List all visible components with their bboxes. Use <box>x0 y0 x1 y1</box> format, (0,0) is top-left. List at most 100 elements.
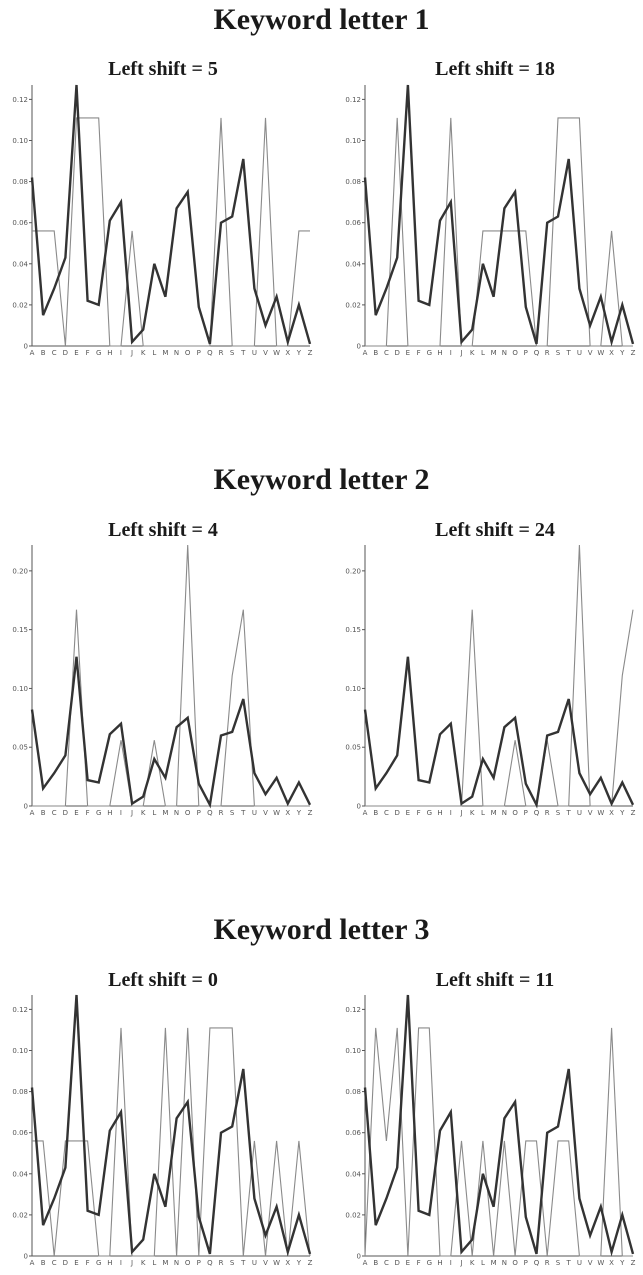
x-tick-label: O <box>512 349 518 357</box>
series-english-frequency-line <box>30 994 312 1257</box>
x-tick-label: C <box>384 1259 389 1267</box>
y-tick-label: 0 <box>24 343 28 351</box>
x-tick-label: R <box>219 349 224 357</box>
x-tick-label: M <box>491 809 497 817</box>
group-title-3: Keyword letter 3 <box>213 913 430 946</box>
x-tick-label: Q <box>534 1259 540 1267</box>
x-tick-label: Z <box>631 1259 636 1267</box>
x-tick-label: V <box>588 809 593 817</box>
x-tick-label: Y <box>619 1259 625 1267</box>
x-tick-label: P <box>524 809 528 817</box>
x-tick-label: E <box>74 1259 78 1267</box>
x-tick-label: K <box>141 1259 146 1267</box>
x-tick-label: G <box>96 349 101 357</box>
chart-1-1: 0 0.02 0.04 0.06 0.08 0.10 0.12 A B C D E F G H I J K L M N O… <box>12 84 313 357</box>
x-tick-label: M <box>162 809 168 817</box>
x-tick-label: A <box>30 1259 35 1267</box>
x-tick-label: G <box>427 1259 432 1267</box>
y-tick-label: 0.08 <box>345 1088 361 1096</box>
x-tick-label: H <box>437 1259 442 1267</box>
x-tick-label: U <box>577 809 582 817</box>
x-tick-label: W <box>597 1259 604 1267</box>
x-tick-label: T <box>566 809 572 817</box>
x-tick-label: G <box>96 1259 101 1267</box>
y-tick-label: 0.10 <box>12 137 28 145</box>
x-tick-label: L <box>152 1259 156 1267</box>
x-tick-label: V <box>263 1259 268 1267</box>
x-tick-label: S <box>230 1259 235 1267</box>
x-tick-label: C <box>52 1259 57 1267</box>
x-tick-label: B <box>41 809 46 817</box>
x-tick-label: T <box>240 809 246 817</box>
y-tick-label: 0.10 <box>12 1047 28 1055</box>
x-tick-label: C <box>52 809 57 817</box>
y-tick-label: 0.12 <box>345 96 361 104</box>
x-tick-label: L <box>481 809 485 817</box>
x-tick-label: Q <box>207 809 213 817</box>
y-tick-label: 0.02 <box>12 1211 28 1219</box>
x-tick-label: T <box>566 1259 572 1267</box>
x-tick-label: S <box>556 809 561 817</box>
y-tick-label: 0.10 <box>345 685 361 693</box>
x-tick-label: I <box>450 349 452 357</box>
x-tick-label: L <box>481 349 485 357</box>
x-tick-label: N <box>502 809 507 817</box>
y-tick-label: 0.10 <box>12 685 28 693</box>
series-english-frequency-line <box>363 84 635 347</box>
x-tick-label: I <box>120 1259 122 1267</box>
x-tick-label: E <box>406 809 410 817</box>
x-tick-label: X <box>609 1259 614 1267</box>
x-tick-label: K <box>470 1259 475 1267</box>
series-english-frequency-line <box>30 84 312 347</box>
x-tick-label: I <box>120 809 122 817</box>
x-tick-label: U <box>252 349 257 357</box>
x-tick-label: I <box>450 1259 452 1267</box>
x-tick-label: T <box>240 1259 246 1267</box>
y-tick-label: 0.06 <box>12 219 28 227</box>
x-tick-label: G <box>96 809 101 817</box>
series-english-frequency-line <box>30 656 312 809</box>
x-tick-label: T <box>240 349 246 357</box>
x-tick-label: Y <box>296 1259 302 1267</box>
y-tick-label: 0 <box>357 1253 361 1261</box>
x-tick-label: U <box>252 809 257 817</box>
group-title-2: Keyword letter 2 <box>213 463 430 496</box>
x-tick-label: R <box>545 1259 550 1267</box>
x-tick-label: W <box>597 349 604 357</box>
x-tick-label: R <box>545 349 550 357</box>
x-tick-label: A <box>30 349 35 357</box>
y-tick-label: 0.12 <box>345 1006 361 1014</box>
x-tick-label: N <box>174 1259 179 1267</box>
x-tick-label: K <box>470 809 475 817</box>
x-tick-label: T <box>566 349 572 357</box>
x-tick-label: Q <box>534 809 540 817</box>
x-tick-label: R <box>219 809 224 817</box>
x-tick-label: K <box>141 349 146 357</box>
x-tick-label: J <box>130 349 133 357</box>
x-tick-label: D <box>63 1259 68 1267</box>
panel-title-3-1: Left shift = 0 <box>108 969 218 991</box>
chart-1-2: 0 0.02 0.04 0.06 0.08 0.10 0.12 A B C D E F G H I J K L M N O… <box>345 84 636 357</box>
y-tick-label: 0.15 <box>12 626 28 634</box>
x-tick-label: U <box>577 349 582 357</box>
x-tick-label: E <box>406 1259 410 1267</box>
x-tick-label: J <box>459 809 462 817</box>
y-tick-label: 0.02 <box>345 1211 361 1219</box>
x-tick-label: W <box>273 809 280 817</box>
y-tick-label: 0.04 <box>345 1170 361 1178</box>
x-tick-label: D <box>394 809 399 817</box>
x-tick-label: D <box>63 809 68 817</box>
chart-3-1: 0 0.02 0.04 0.06 0.08 0.10 0.12 A B C D E F G H I J K L M N O… <box>12 994 313 1267</box>
y-tick-label: 0 <box>357 343 361 351</box>
x-tick-label: Y <box>619 349 625 357</box>
x-tick-label: N <box>174 349 179 357</box>
x-tick-label: Z <box>308 809 313 817</box>
y-tick-label: 0.15 <box>345 626 361 634</box>
x-tick-label: H <box>107 809 112 817</box>
x-tick-label: B <box>373 809 378 817</box>
x-tick-label: K <box>470 349 475 357</box>
y-tick-label: 0.02 <box>12 301 28 309</box>
panel-title-2-1: Left shift = 4 <box>108 519 218 541</box>
x-tick-label: C <box>384 809 389 817</box>
x-tick-label: R <box>219 1259 224 1267</box>
